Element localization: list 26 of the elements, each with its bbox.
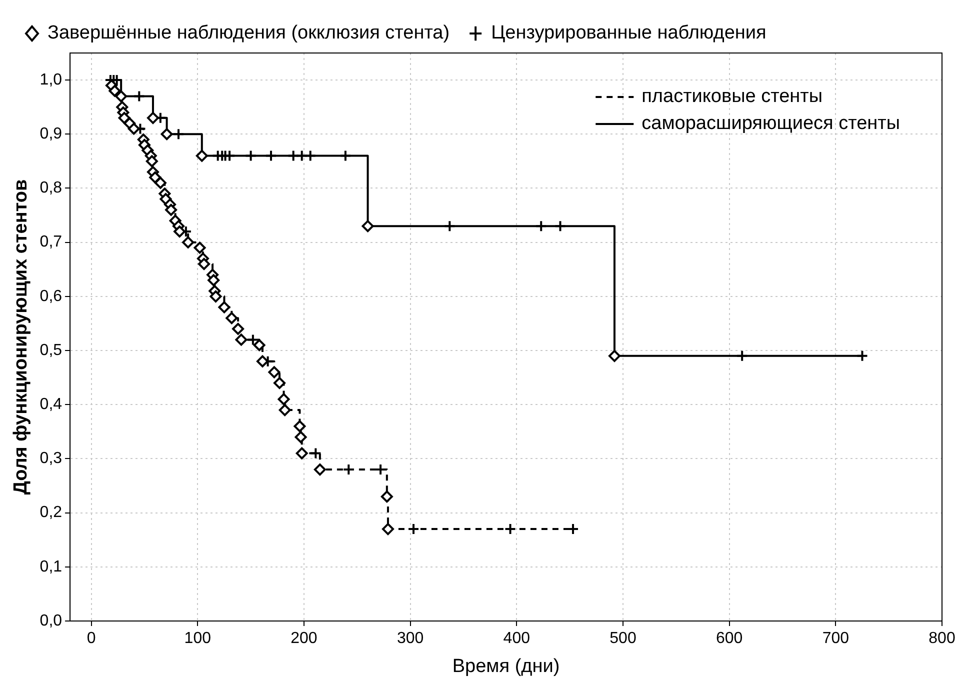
x-tick-label: 200 — [290, 630, 318, 648]
x-axis-title: Время (дни) — [452, 656, 560, 677]
x-tick-label: 700 — [822, 630, 850, 648]
y-tick-label: 0,8 — [40, 180, 62, 197]
x-tick-label: 800 — [928, 630, 956, 648]
y-tick-label: 0,2 — [40, 504, 62, 522]
y-tick-label: 0,9 — [40, 126, 62, 143]
x-tick-label: 0 — [86, 630, 96, 648]
x-tick-label: 300 — [396, 630, 424, 648]
legend-label: Цензурированные наблюдения — [491, 22, 766, 44]
y-tick-label: 0,5 — [40, 342, 62, 359]
legend-label: Завершённые наблюдения (окклюзия стента) — [48, 22, 450, 44]
x-tick-label: 600 — [716, 630, 743, 648]
y-tick-label: 1,0 — [40, 71, 62, 88]
y-tick-label: 0,4 — [40, 396, 62, 414]
y-axis-title: Доля функционирующих стентов — [10, 179, 32, 495]
y-tick-label: 0,6 — [40, 288, 62, 305]
y-tick-label: 0,1 — [40, 558, 62, 576]
y-tick-label: 0,3 — [40, 450, 62, 468]
y-tick-label: 0,0 — [40, 612, 62, 630]
y-tick-label: 0,7 — [40, 234, 62, 251]
legend-label: пластиковые стенты — [642, 86, 822, 108]
x-tick-label: 500 — [610, 630, 636, 648]
x-tick-label: 400 — [503, 630, 530, 648]
x-tick-label: 100 — [184, 630, 212, 648]
legend-label: саморасширяющиеся стенты — [642, 113, 900, 134]
